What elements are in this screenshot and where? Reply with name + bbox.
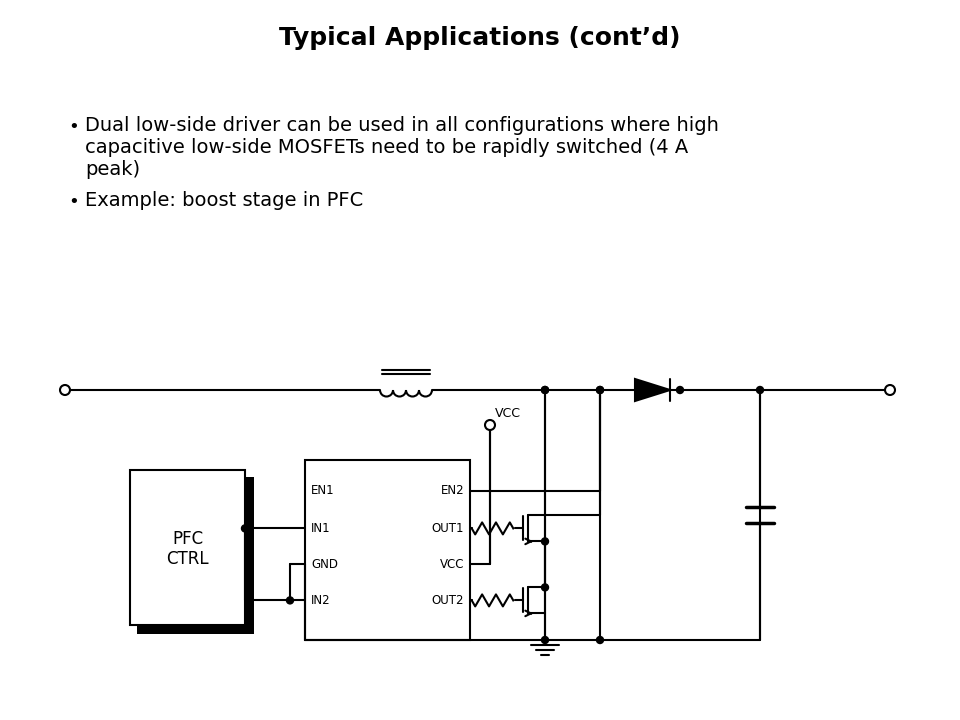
Text: CTRL: CTRL bbox=[166, 551, 209, 569]
Circle shape bbox=[242, 525, 249, 532]
Text: capacitive low-side MOSFETs need to be rapidly switched (4 A: capacitive low-side MOSFETs need to be r… bbox=[85, 138, 688, 157]
Text: Example: boost stage in PFC: Example: boost stage in PFC bbox=[85, 191, 363, 210]
Text: VCC: VCC bbox=[440, 558, 464, 571]
Text: OUT1: OUT1 bbox=[431, 522, 464, 535]
Circle shape bbox=[756, 387, 763, 394]
Text: EN2: EN2 bbox=[441, 484, 464, 497]
Text: GND: GND bbox=[311, 558, 338, 571]
Text: OUT2: OUT2 bbox=[431, 594, 464, 607]
Text: peak): peak) bbox=[85, 160, 140, 179]
Bar bbox=[130, 470, 245, 625]
Polygon shape bbox=[635, 379, 670, 401]
Text: Dual low-side driver can be used in all configurations where high: Dual low-side driver can be used in all … bbox=[85, 116, 719, 135]
Text: EN1: EN1 bbox=[311, 484, 335, 497]
Bar bbox=[305, 460, 470, 640]
Circle shape bbox=[541, 387, 548, 394]
Circle shape bbox=[541, 636, 548, 644]
Circle shape bbox=[596, 387, 604, 394]
Text: IN1: IN1 bbox=[311, 522, 330, 535]
Circle shape bbox=[596, 387, 604, 394]
Circle shape bbox=[677, 387, 684, 394]
Circle shape bbox=[541, 387, 548, 394]
Text: PFC: PFC bbox=[172, 531, 204, 549]
Text: •: • bbox=[68, 193, 79, 211]
Text: •: • bbox=[68, 118, 79, 136]
Circle shape bbox=[286, 597, 294, 604]
Circle shape bbox=[596, 636, 604, 644]
Circle shape bbox=[541, 584, 548, 591]
Bar bbox=[245, 477, 254, 632]
Text: VCC: VCC bbox=[495, 407, 521, 420]
Bar bbox=[137, 625, 254, 634]
Text: Typical Applications (cont’d): Typical Applications (cont’d) bbox=[279, 26, 681, 50]
Circle shape bbox=[541, 538, 548, 545]
Text: IN2: IN2 bbox=[311, 594, 330, 607]
